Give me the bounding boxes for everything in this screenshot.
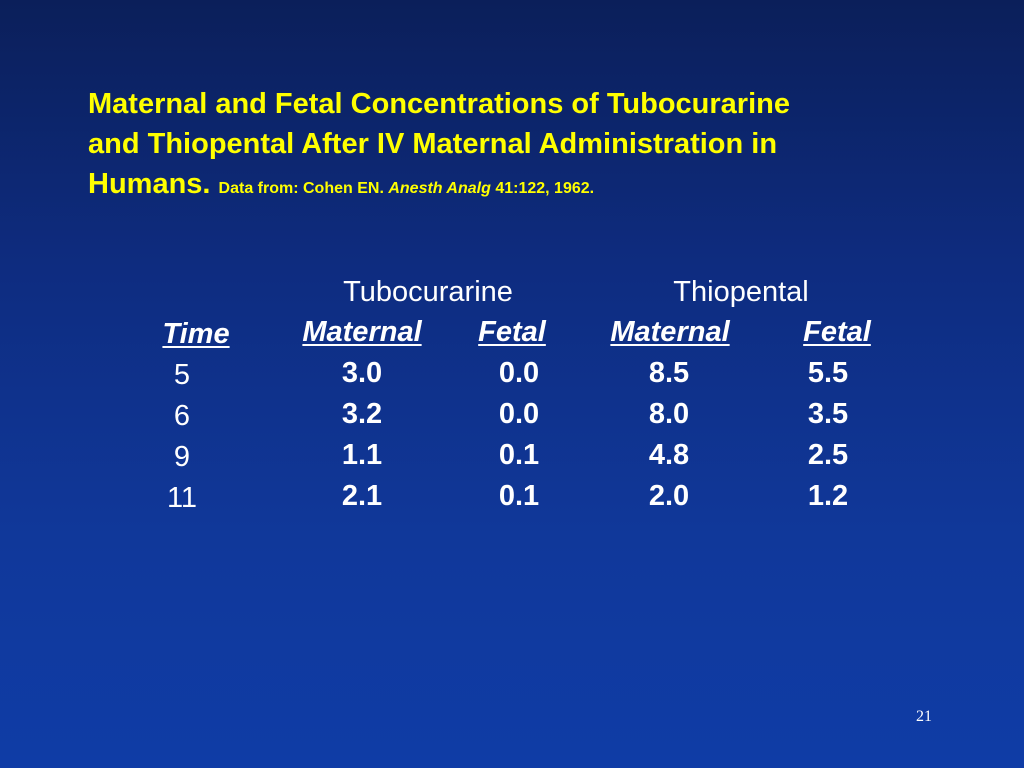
citation: Data from: Cohen EN. Anesth Analg 41:122…	[219, 180, 595, 197]
cell-thio-maternal-row-4: 2.0	[648, 480, 690, 512]
column-header-tubocurarine-maternal: Maternal	[302, 316, 422, 348]
cell-tubo-fetal-row-2: 0.0	[498, 398, 540, 430]
slide-number: 21	[916, 708, 932, 725]
citation-prefix: Data from: Cohen EN.	[218, 180, 384, 197]
cell-thio-maternal-row-1: 8.5	[648, 357, 690, 389]
cell-tubo-fetal-row-3: 0.1	[498, 439, 540, 471]
title-line-1: Maternal and Fetal Concentrations of Tub…	[88, 88, 790, 120]
cell-thio-fetal-row-3: 2.5	[807, 439, 849, 471]
cell-time-row-2: 6	[173, 400, 191, 432]
cell-tubo-fetal-row-4: 0.1	[498, 480, 540, 512]
column-header-tubocurarine-fetal: Fetal	[478, 316, 546, 348]
cell-tubo-maternal-row-4: 2.1	[341, 480, 383, 512]
cell-thio-maternal-row-3: 4.8	[648, 439, 690, 471]
citation-suffix: 41:122, 1962.	[495, 180, 595, 197]
group-header-thiopental: Thiopental	[673, 276, 809, 308]
cell-thio-maternal-row-2: 8.0	[648, 398, 690, 430]
cell-thio-fetal-row-1: 5.5	[807, 357, 849, 389]
title-line-2: and Thiopental After IV Maternal Adminis…	[88, 128, 778, 160]
slide-title: Maternal and Fetal Concentrations of Tub…	[88, 84, 948, 209]
cell-time-row-4: 11	[166, 482, 198, 514]
cell-thio-fetal-row-2: 3.5	[807, 398, 849, 430]
title-line-3: Humans. Data from: Cohen EN. Anesth Anal…	[88, 164, 948, 209]
cell-time-row-1: 5	[173, 359, 191, 391]
citation-journal: Anesth Analg	[388, 180, 491, 197]
column-header-thiopental-maternal: Maternal	[610, 316, 730, 348]
cell-thio-fetal-row-4: 1.2	[807, 480, 849, 512]
column-header-time: Time	[162, 318, 230, 350]
title-line-3-text: Humans.	[88, 168, 211, 200]
cell-tubo-maternal-row-1: 3.0	[341, 357, 383, 389]
cell-time-row-3: 9	[173, 441, 191, 473]
cell-tubo-fetal-row-1: 0.0	[498, 357, 540, 389]
column-header-thiopental-fetal: Fetal	[803, 316, 871, 348]
cell-tubo-maternal-row-2: 3.2	[341, 398, 383, 430]
group-header-tubocurarine: Tubocurarine	[343, 276, 513, 308]
cell-tubo-maternal-row-3: 1.1	[341, 439, 383, 471]
